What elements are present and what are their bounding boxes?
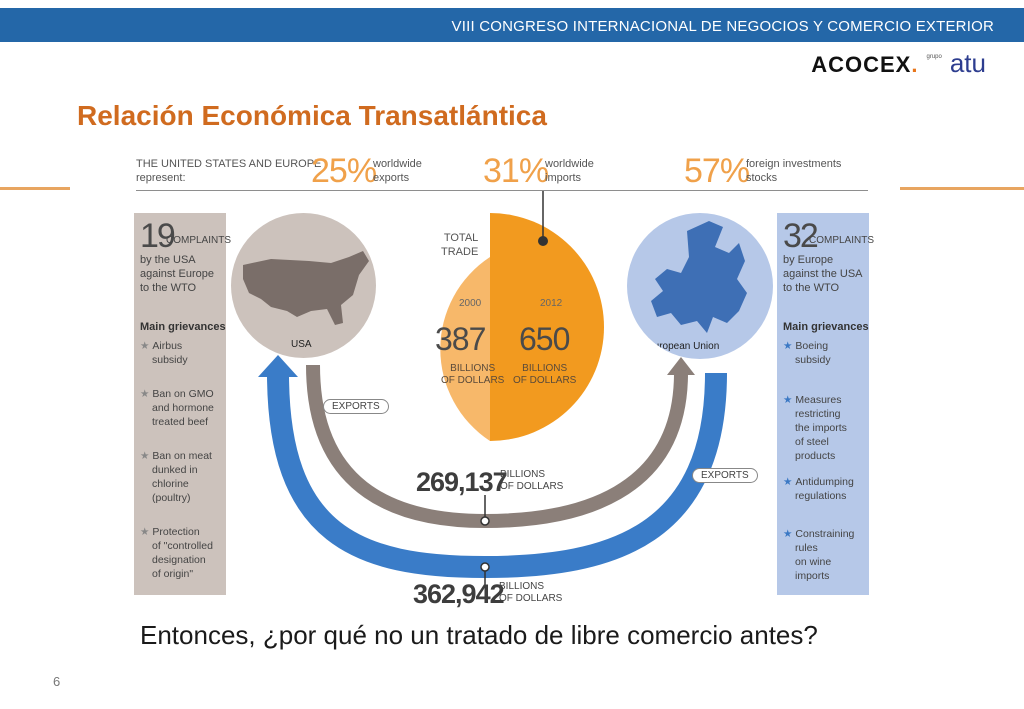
grievances-title: Main grievances	[140, 321, 226, 333]
complaints-label: COMPLAINTS	[809, 235, 875, 246]
stats-divider	[136, 190, 868, 191]
grievance-item: ★ Measures restricting the imports of ste…	[783, 394, 847, 462]
usa-complaints-count: 19	[140, 217, 176, 255]
blue-arrowhead-icon	[258, 355, 298, 377]
left-divider	[0, 187, 70, 190]
usa-map-icon	[243, 251, 369, 325]
flow-pointer-dot	[480, 516, 490, 526]
stat-exports-label: worldwide exports	[373, 158, 422, 184]
flow-pointer-dot	[480, 562, 490, 572]
grievance-item: ★ Constraining rules on wine imports	[783, 528, 855, 582]
eu-complaints-desc: by Europe against the USA to the WTO	[783, 254, 863, 294]
stat-investments-label: foreign investments stocks	[746, 158, 842, 184]
usa-map: USA	[231, 213, 376, 358]
complaints-label: COMPLAINTS	[166, 235, 232, 246]
event-title: VIII CONGRESO INTERNACIONAL DE NEGOCIOS …	[451, 18, 994, 35]
star-icon: ★	[783, 340, 793, 352]
value-2012: 650	[519, 321, 570, 357]
right-divider	[900, 187, 1024, 190]
acocex-logo: ACOCEX.	[811, 52, 919, 77]
star-icon: ★	[783, 528, 793, 540]
grievance-item: ★ Boeing subsidy	[783, 340, 831, 366]
grupo-label: grupo	[926, 54, 942, 60]
trade-flow-graphic	[258, 191, 727, 587]
value-2012-unit: BILLIONS OF DOLLARS	[513, 363, 577, 386]
eu-label: European Union	[647, 341, 720, 352]
pie-slice-2012	[490, 213, 604, 441]
star-icon: ★	[140, 340, 150, 352]
star-icon: ★	[783, 394, 793, 406]
trade-infographic: THE UNITED STATES AND EUROPE represent: …	[133, 152, 874, 610]
grievance-item: ★ Antidumping regulations	[783, 476, 854, 502]
star-icon: ★	[140, 450, 150, 462]
year-2000: 2000	[459, 298, 482, 309]
pie-slice-2000	[440, 257, 490, 441]
grievance-item: ★ Ban on meat dunked in chlorine (poultry…	[140, 450, 212, 504]
flow-eu-to-usa-value: 362,942	[413, 579, 505, 609]
total-trade-label: TOTAL TRADE	[441, 232, 479, 258]
usa-complaints-desc: by the USA against Europe to the WTO	[140, 254, 214, 294]
atu-logo: atu	[949, 48, 986, 78]
eu-complaints-panel: 32 COMPLAINTS by Europe against the USA …	[777, 213, 874, 595]
stat-imports-label: worldwide imports	[545, 158, 594, 184]
usa-label: USA	[291, 339, 312, 350]
stats-lead: THE UNITED STATES AND EUROPE represent:	[136, 158, 322, 184]
exports-tag-eu: EXPORTS	[692, 468, 758, 483]
grievance-item: ★ Airbus subsidy	[140, 340, 188, 366]
grievance-item: ★ Ban on GMO and hormone treated beef	[140, 388, 214, 428]
exports-tag-usa: EXPORTS	[323, 399, 389, 414]
gray-arrowhead-icon	[667, 357, 695, 375]
value-2000-unit: BILLIONS OF DOLLARS	[441, 363, 505, 386]
pointer-dot	[538, 236, 548, 246]
year-2012: 2012	[540, 298, 563, 309]
grievances-title: Main grievances	[783, 321, 869, 333]
flow-usa-to-eu-value: 269,137	[416, 467, 508, 497]
star-icon: ★	[140, 526, 150, 538]
star-icon: ★	[140, 388, 150, 400]
brand-logo: ACOCEX. grupo atu	[811, 48, 986, 79]
flow-usa-to-eu-unit: BILLIONS OF DOLLARS	[500, 469, 564, 492]
usa-complaints-panel: 19 COMPLAINTS by the USA against Europe …	[134, 213, 231, 595]
europe-map-icon	[651, 221, 747, 333]
eu-map: European Union	[627, 213, 773, 359]
page-title: Relación Económica Transatlántica	[77, 100, 547, 131]
stat-exports-pct: 25%	[311, 152, 377, 190]
star-icon: ★	[783, 476, 793, 488]
eu-complaints-count: 32	[783, 217, 819, 255]
header-bar: VIII CONGRESO INTERNACIONAL DE NEGOCIOS …	[0, 8, 1024, 42]
slide-caption: Entonces, ¿por qué no un tratado de libr…	[140, 620, 818, 650]
page-number: 6	[53, 674, 61, 689]
grievance-item: ★ Protection of "controlled designation o…	[140, 526, 213, 580]
stat-investments-pct: 57%	[684, 152, 750, 190]
value-2000: 387	[435, 321, 486, 357]
flow-eu-to-usa-unit: BILLIONS OF DOLLARS	[499, 581, 563, 604]
stat-imports-pct: 31%	[483, 152, 549, 190]
